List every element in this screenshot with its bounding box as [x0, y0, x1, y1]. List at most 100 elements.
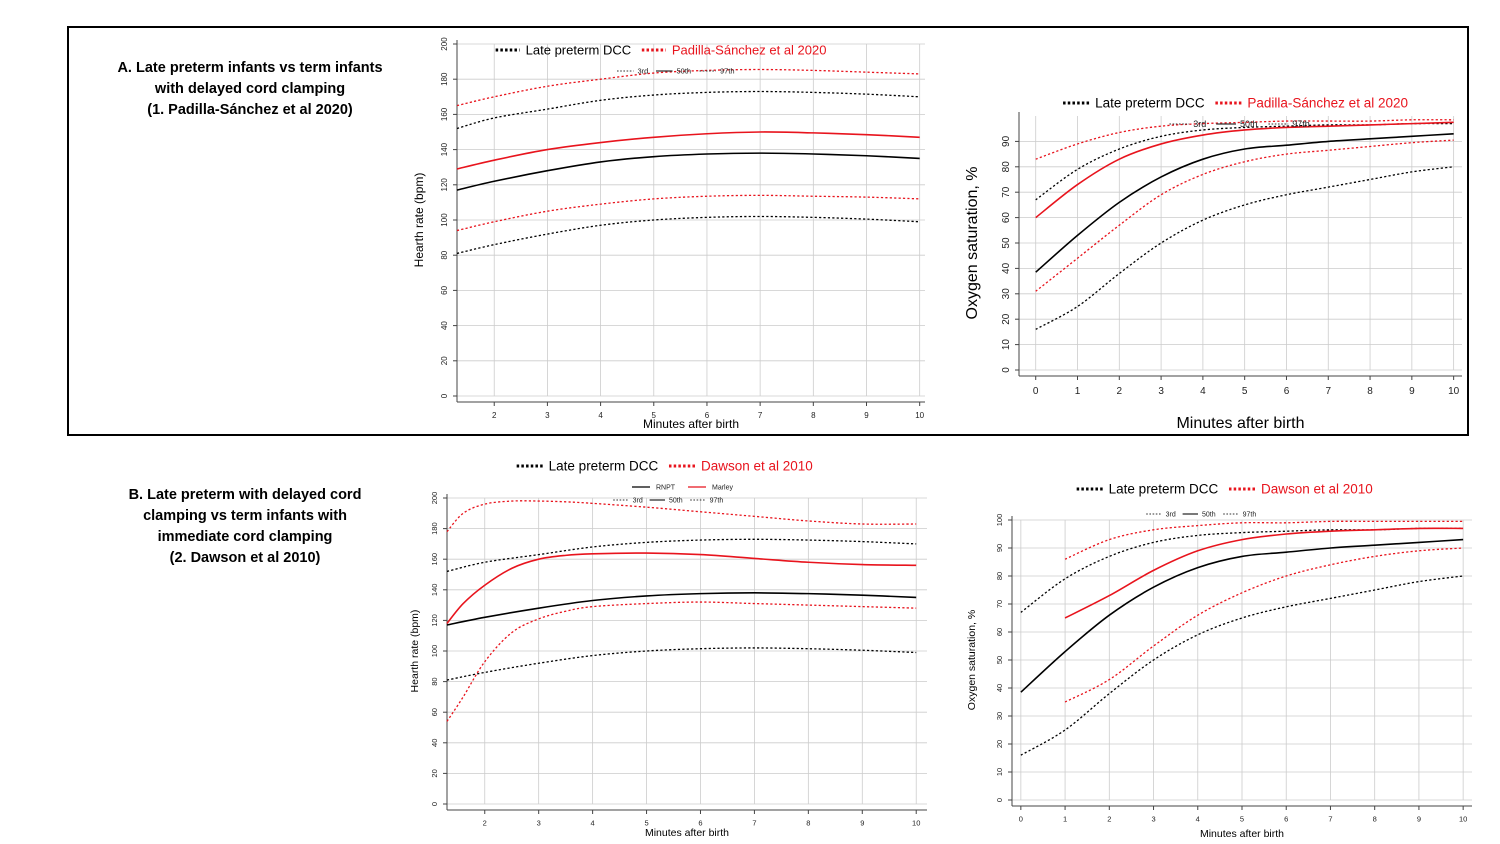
series-line-97th — [446, 538, 917, 573]
y-tick-label: 10 — [995, 768, 1004, 776]
y-tick-label: 60 — [1001, 212, 1012, 224]
x-tick-label: 9 — [864, 411, 869, 420]
legend-label: Dawson et al 2010 — [1261, 482, 1373, 497]
series-line-97th — [456, 90, 920, 130]
x-tick-label: 6 — [705, 411, 710, 420]
x-tick-label: 7 — [752, 819, 756, 828]
series-line-50th — [1035, 132, 1454, 273]
y-tick-label: 70 — [995, 600, 1004, 608]
series-line-97th — [456, 68, 920, 107]
heart-rate-chart-a: 0 20 40 60 80 100 120 140 160 180 200 2 3 4 5 6 7 8 9 10 Min… — [412, 37, 925, 431]
series-line-3rd — [446, 601, 917, 722]
y-tick-label: 20 — [430, 769, 439, 777]
y-axis-title: Hearth rate (bpm) — [409, 610, 421, 693]
x-tick-label: 10 — [912, 819, 920, 828]
x-tick-label: 8 — [1367, 386, 1373, 397]
y-tick-label: 30 — [1001, 288, 1012, 300]
y-tick-label: 80 — [995, 572, 1004, 580]
y-tick-label: 30 — [995, 712, 1004, 720]
legend-label: Padilla-Sánchez et al 2020 — [1247, 96, 1408, 111]
x-tick-label: 2 — [483, 819, 487, 828]
series-line-97th — [1035, 119, 1454, 160]
x-axis-title: Minutes after birth — [643, 417, 739, 431]
y-tick-label: 0 — [440, 393, 449, 398]
series-line-3rd — [1035, 166, 1454, 330]
x-tick-label: 9 — [1409, 386, 1415, 397]
x-tick-label: 3 — [1158, 386, 1164, 397]
legend-label: 3rd — [638, 67, 649, 76]
x-tick-label: 5 — [652, 411, 657, 420]
y-tick-label: 40 — [440, 321, 449, 330]
legend-label: Late preterm DCC — [549, 459, 659, 474]
legend-label: Marley — [712, 485, 734, 492]
legend-label: 97th — [1292, 119, 1310, 129]
y-tick-label: 40 — [995, 684, 1004, 692]
y-tick-label: 100 — [440, 213, 449, 227]
series-line-50th — [446, 552, 917, 624]
x-tick-label: 2 — [1107, 815, 1111, 824]
x-axis-title: Minutes after birth — [645, 827, 729, 839]
y-tick-label: 90 — [995, 544, 1004, 552]
series-line-97th — [1035, 122, 1454, 201]
oxygen-saturation-chart-a: 0 10 20 30 40 50 60 70 80 90 0 1 2 3 4 5 6 7 8 9 10 Minutes a… — [964, 96, 1462, 432]
x-tick-label: 10 — [1459, 815, 1467, 824]
y-tick-label: 70 — [1001, 186, 1012, 198]
legend-label: 97th — [710, 497, 724, 504]
x-tick-label: 8 — [811, 411, 816, 420]
x-tick-label: 10 — [915, 411, 924, 420]
x-tick-label: 5 — [644, 819, 648, 828]
x-tick-label: 3 — [1151, 815, 1155, 824]
y-tick-label: 60 — [430, 708, 439, 716]
y-tick-label: 60 — [995, 628, 1004, 636]
y-tick-label: 80 — [1001, 161, 1012, 173]
series-line-50th — [456, 131, 920, 170]
y-tick-label: 80 — [440, 250, 449, 259]
y-tick-label: 40 — [1001, 262, 1012, 274]
y-tick-label: 180 — [430, 522, 439, 535]
y-tick-label: 120 — [430, 614, 439, 627]
series-line-50th — [1064, 527, 1464, 619]
x-tick-label: 0 — [1019, 815, 1023, 824]
x-tick-label: 4 — [591, 819, 595, 828]
panel-a-frame — [67, 26, 1469, 436]
y-tick-label: 50 — [1001, 237, 1012, 249]
legend-label: Late preterm DCC — [526, 43, 631, 58]
y-tick-label: 20 — [995, 740, 1004, 748]
legend-label: Late preterm DCC — [1095, 96, 1205, 111]
y-tick-label: 200 — [430, 492, 439, 505]
x-tick-label: 4 — [1196, 815, 1200, 824]
y-tick-label: 10 — [1001, 339, 1012, 351]
x-tick-label: 8 — [806, 819, 810, 828]
x-tick-label: 1 — [1063, 815, 1067, 824]
y-tick-label: 180 — [440, 72, 449, 86]
series-line-3rd — [1035, 139, 1454, 292]
y-tick-label: 20 — [1001, 313, 1012, 325]
y-tick-label: 0 — [995, 798, 1004, 802]
panel-a-title: A. Late preterm infants vs term infants … — [117, 60, 383, 118]
y-tick-label: 100 — [995, 514, 1004, 527]
x-tick-label: 6 — [1284, 386, 1290, 397]
y-tick-label: 50 — [995, 656, 1004, 664]
x-tick-label: 5 — [1242, 386, 1248, 397]
series-line-3rd — [456, 194, 920, 232]
x-tick-label: 9 — [860, 819, 864, 828]
x-tick-label: 0 — [1033, 386, 1039, 397]
legend-label: 50th — [1202, 511, 1216, 518]
y-axis-title: Hearth rate (bpm) — [412, 173, 426, 268]
x-tick-label: 2 — [1117, 386, 1123, 397]
y-axis-title: Oxygen saturation, % — [966, 610, 978, 710]
legend-label: 50th — [669, 497, 683, 504]
legend-label: RNPT — [656, 485, 676, 492]
series-line-50th — [1035, 121, 1454, 219]
series-line-50th — [446, 592, 917, 626]
legend-label: 50th — [677, 67, 692, 76]
legend-label: 97th — [720, 67, 735, 76]
series-line-3rd — [1020, 575, 1464, 756]
x-axis-title: Minutes after birth — [1200, 828, 1284, 840]
oxygen-saturation-chart-b: 0 10 20 30 40 50 60 70 80 90 100 0 1 2 3 4 5 6 7 8 9 10 Minute… — [966, 482, 1472, 840]
y-tick-label: 0 — [430, 802, 439, 806]
y-tick-label: 0 — [1001, 367, 1012, 373]
y-tick-label: 200 — [440, 37, 449, 51]
legend-label: Late preterm DCC — [1109, 482, 1219, 497]
x-axis-title: Minutes after birth — [1176, 415, 1304, 432]
